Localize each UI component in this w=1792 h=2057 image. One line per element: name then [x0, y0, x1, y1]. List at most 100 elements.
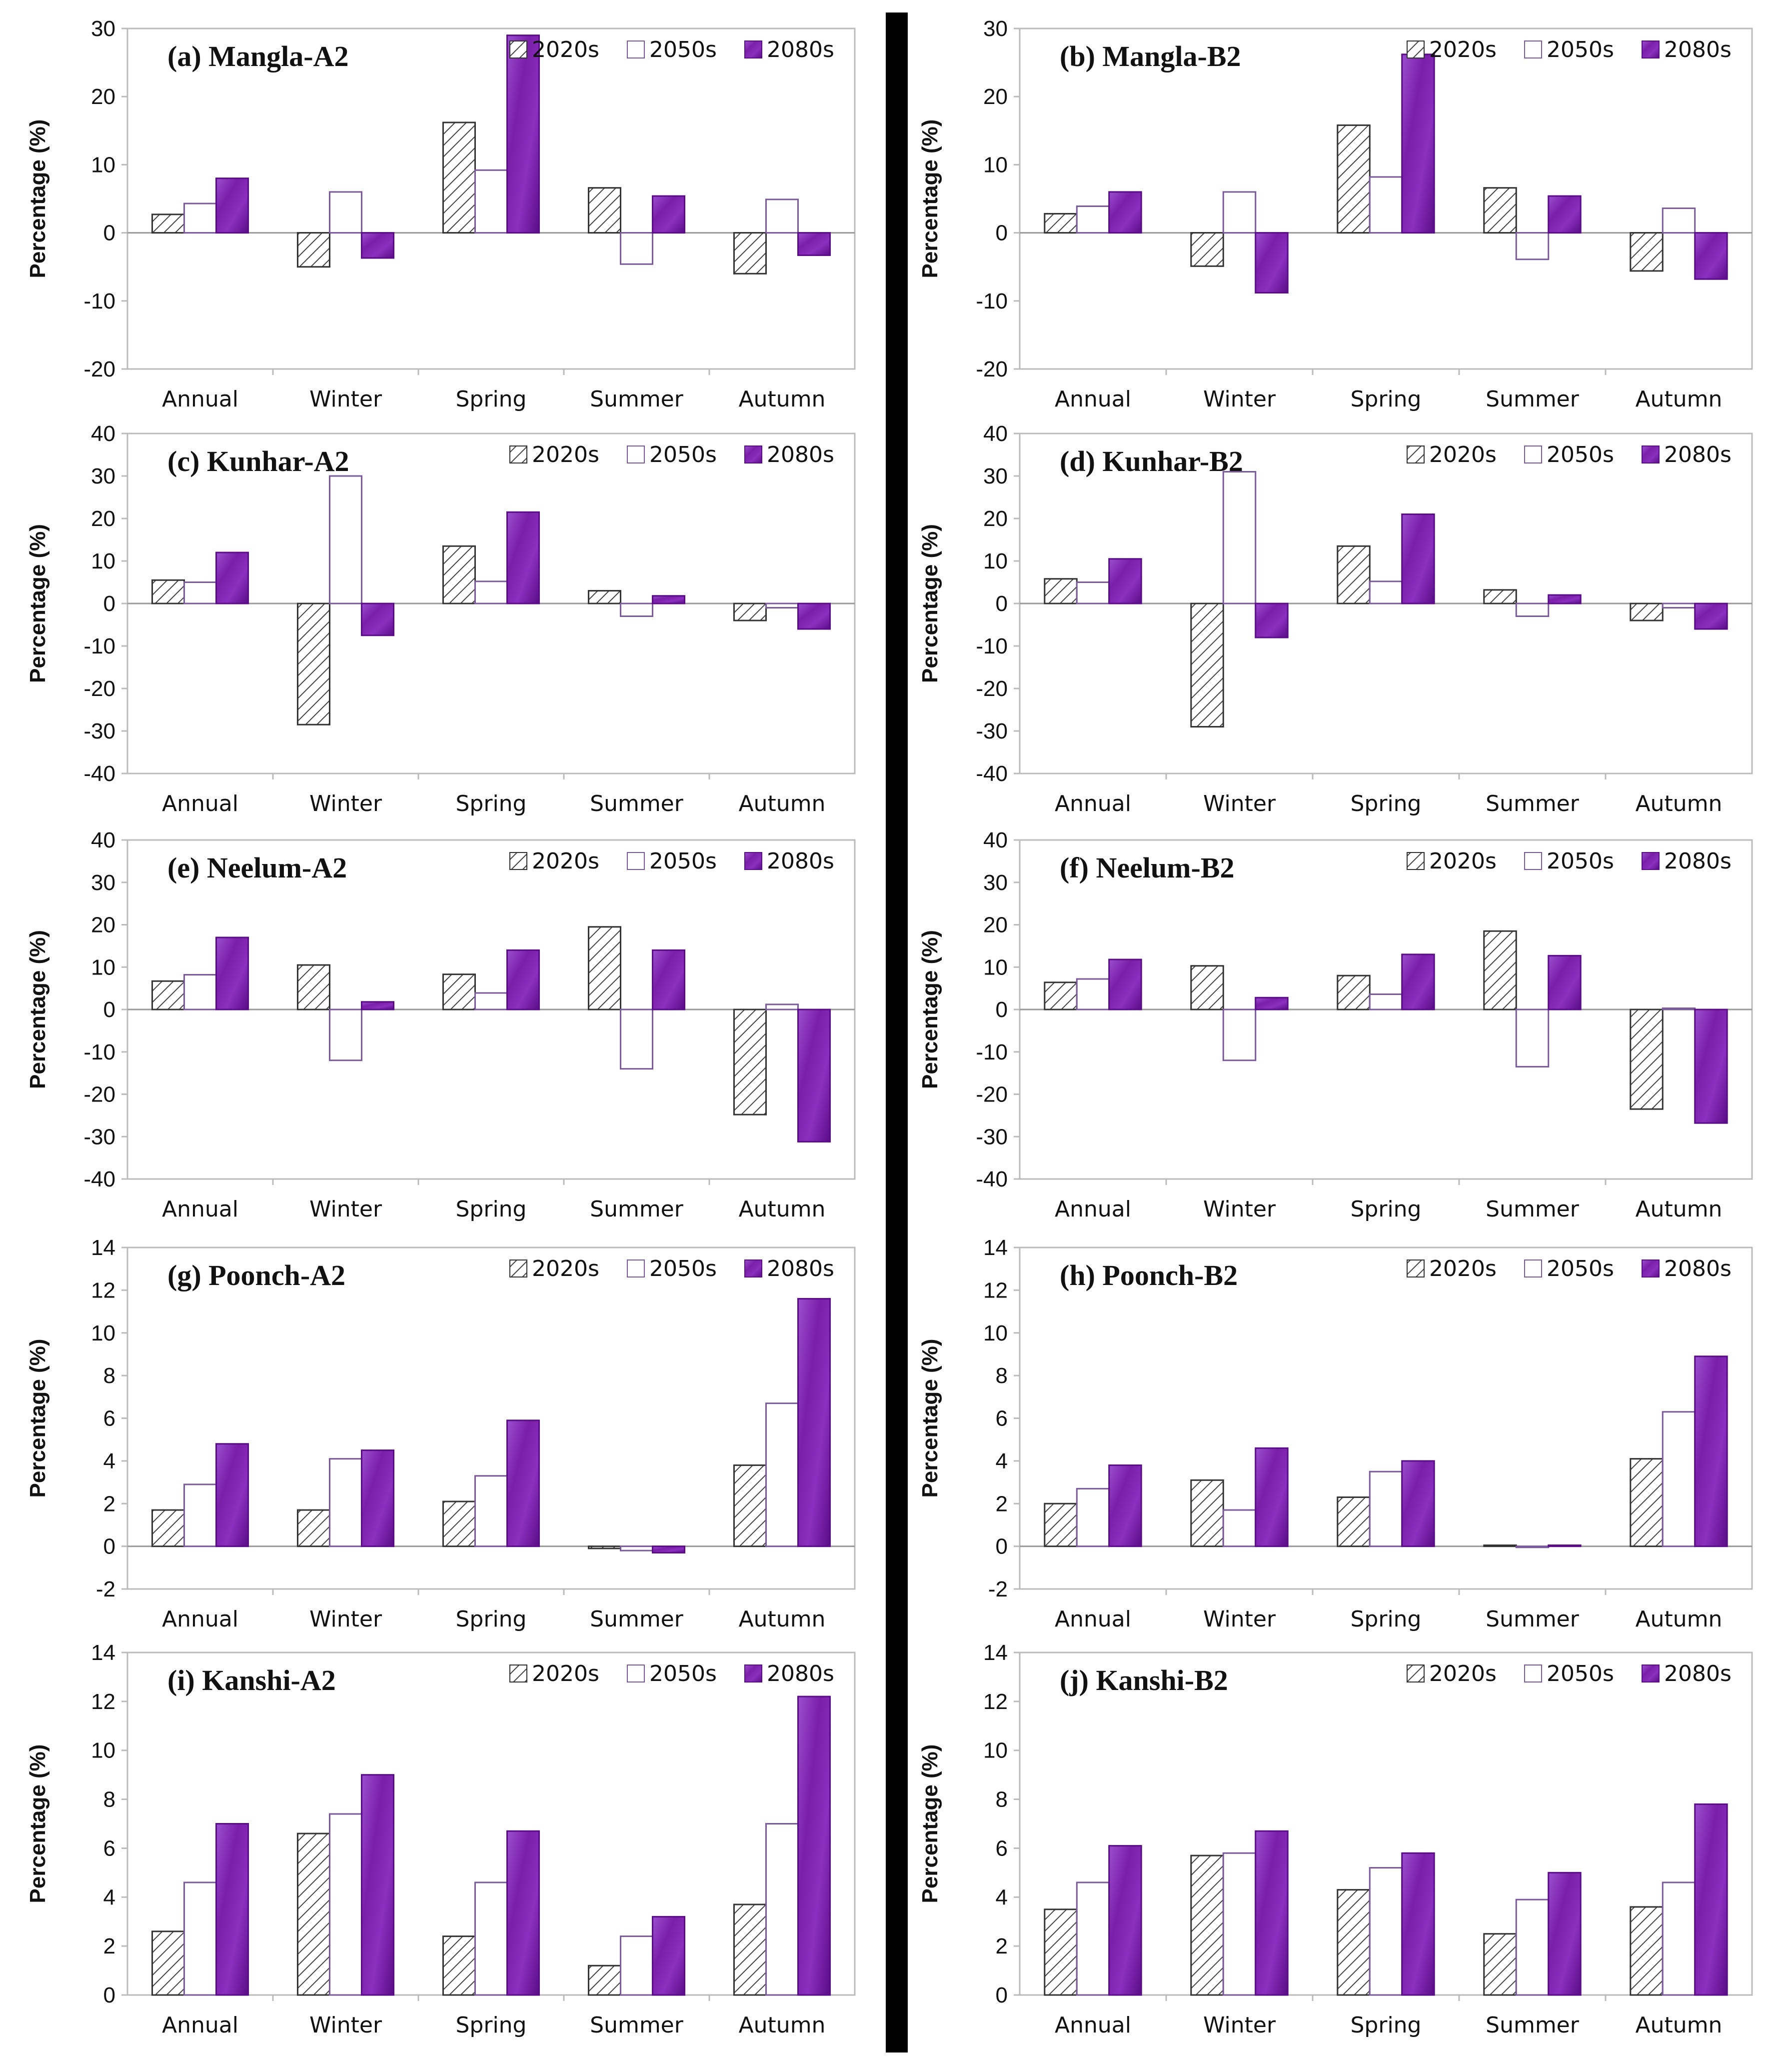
y-tick-label: 2 — [996, 1492, 1008, 1516]
x-category-label: Annual — [162, 1196, 238, 1222]
panel-title: (i) Kanshi-A2 — [167, 1664, 336, 1696]
chart-panel-9: 0 2 4 6 8 10 12 14 Percentage (%) Annual Winter Spr… — [25, 1640, 856, 2038]
x-category-label: Summer — [590, 2012, 684, 2038]
bar-2020s-summer — [1483, 589, 1517, 604]
bar-2080s-annual — [1108, 558, 1142, 604]
y-tick-label: 40 — [983, 828, 1008, 852]
bar-2050s-winter — [1222, 1852, 1257, 1996]
chart-panel-5: -40 -30 -20 -10 0 10 20 30 40 Percentage (%) Annua… — [25, 828, 856, 1222]
y-tick-label: 20 — [91, 84, 115, 109]
chart-panel-6: -40 -30 -20 -10 0 10 20 30 40 Percentage (%) Annua… — [918, 828, 1753, 1222]
y-tick-label: 20 — [983, 506, 1008, 531]
bar-2050s-winter — [1222, 1008, 1257, 1062]
x-category-label: Spring — [1351, 386, 1422, 412]
x-category-label: Spring — [1351, 1606, 1422, 1632]
legend-label: 2080s — [767, 848, 834, 874]
bar-2050s-summer — [1515, 1008, 1550, 1068]
y-tick-label: 0 — [996, 1534, 1008, 1559]
x-category-label: Winter — [309, 2012, 382, 2038]
y-tick-label: 2 — [996, 1934, 1008, 1958]
legend-swatch-2020s — [1407, 446, 1425, 464]
y-axis-label: Percentage (%) — [25, 930, 50, 1089]
bar-2020s-autumn — [1630, 602, 1664, 622]
bar-2020s-annual — [151, 579, 185, 604]
y-tick-label: 4 — [103, 1885, 115, 1910]
bar-2020s-annual — [151, 1509, 185, 1548]
y-tick-label: 20 — [983, 913, 1008, 938]
y-tick-label: 4 — [996, 1885, 1008, 1910]
legend-swatch-2020s — [509, 1664, 527, 1682]
x-category-label: Autumn — [739, 791, 826, 816]
bar-2080s-autumn — [797, 1008, 831, 1142]
legend-label: 2080s — [767, 442, 834, 468]
y-axis-label: Percentage (%) — [25, 524, 50, 683]
legend-swatch-2050s — [1524, 852, 1542, 870]
panel-title: (d) Kunhar-B2 — [1060, 445, 1243, 478]
bar-2050s-autumn — [1662, 1882, 1696, 1996]
bar-2050s-spring — [474, 580, 508, 604]
bar-2050s-autumn — [765, 1004, 799, 1010]
x-category-label: Spring — [1351, 1196, 1422, 1222]
legend-swatch-2050s — [627, 1260, 645, 1278]
y-tick-label: 40 — [983, 422, 1008, 446]
legend-label: 2020s — [1429, 37, 1497, 62]
bar-2020s-annual — [151, 1930, 185, 1996]
x-category-label: Autumn — [739, 2012, 826, 2038]
column-divider — [886, 12, 908, 2052]
bar-2080s-winter — [1255, 232, 1289, 294]
y-tick-label: 30 — [983, 464, 1008, 488]
bar-2020s-winter — [1190, 1854, 1224, 1996]
x-category-label: Summer — [590, 1196, 684, 1222]
x-category-label: Spring — [1351, 2012, 1422, 2038]
bar-2080s-spring — [1401, 1460, 1435, 1548]
bar-2020s-summer — [587, 926, 621, 1010]
legend-swatch-2080s — [744, 1260, 762, 1278]
bar-2020s-annual — [1044, 578, 1078, 604]
bar-2020s-autumn — [733, 1464, 767, 1548]
bar-2020s-autumn — [733, 232, 767, 274]
y-tick-label: -40 — [976, 762, 1008, 786]
bar-2020s-summer — [587, 590, 621, 604]
x-category-label: Summer — [1486, 791, 1580, 816]
bar-2050s-autumn — [1662, 1411, 1696, 1548]
x-category-label: Winter — [1203, 791, 1276, 816]
legend-label: 2050s — [1547, 37, 1614, 62]
plot-area — [1019, 28, 1753, 370]
bar-2020s-summer — [587, 1964, 621, 1996]
x-category-label: Winter — [309, 386, 382, 412]
y-tick-label: 30 — [91, 16, 115, 41]
bar-2080s-annual — [215, 1443, 249, 1548]
bar-2050s-winter — [328, 1458, 363, 1548]
y-tick-label: 20 — [983, 84, 1008, 109]
panel-title: (h) Poonch-B2 — [1060, 1259, 1238, 1292]
legend-swatch-2080s — [1642, 1664, 1660, 1682]
y-tick-label: 4 — [103, 1449, 115, 1474]
bar-2050s-summer — [619, 1936, 654, 1996]
bar-2080s-annual — [215, 1823, 249, 1996]
bar-2020s-annual — [1044, 212, 1078, 234]
x-category-label: Annual — [1055, 1196, 1131, 1222]
y-axis-label: Percentage (%) — [918, 930, 942, 1089]
y-tick-label: 10 — [91, 1321, 115, 1346]
x-category-label: Summer — [590, 386, 684, 412]
bar-2050s-summer — [619, 1546, 654, 1552]
x-category-label: Spring — [456, 791, 527, 816]
panel-title: (j) Kanshi-B2 — [1060, 1664, 1228, 1696]
x-category-label: Winter — [1203, 2012, 1276, 2038]
legend-label: 2050s — [1547, 1256, 1614, 1282]
y-tick-label: 6 — [103, 1836, 115, 1860]
legend-swatch-2080s — [744, 446, 762, 464]
bar-2020s-spring — [1337, 1496, 1371, 1548]
bar-2050s-annual — [1076, 978, 1110, 1010]
bar-2080s-spring — [506, 1830, 540, 1996]
y-axis-label: Percentage (%) — [25, 120, 50, 278]
bar-2080s-winter — [1255, 1447, 1289, 1548]
legend-label: 2050s — [649, 442, 717, 468]
legend-swatch-2050s — [627, 446, 645, 464]
bar-2080s-autumn — [1694, 1803, 1728, 1996]
y-tick-label: 0 — [996, 221, 1008, 246]
legend-label: 2020s — [1429, 1661, 1497, 1686]
chart-panel-3: -40 -30 -20 -10 0 10 20 30 40 Percentage (%) Annua… — [25, 422, 856, 816]
x-category-label: Spring — [456, 386, 527, 412]
bar-2050s-spring — [1369, 580, 1403, 604]
